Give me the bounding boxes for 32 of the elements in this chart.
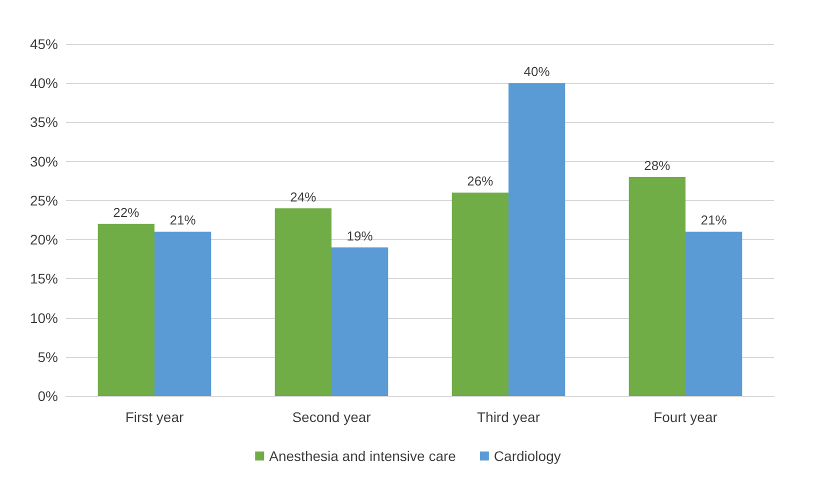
- data-label: 26%: [467, 174, 494, 189]
- data-label: 28%: [644, 158, 671, 173]
- y-tick-label: 20%: [30, 232, 58, 248]
- y-tick-label: 25%: [30, 192, 58, 208]
- data-label: 40%: [524, 64, 550, 80]
- data-label: 24%: [290, 189, 317, 204]
- data-label: 21%: [170, 212, 196, 228]
- x-tick-label: Fourt year: [654, 409, 718, 425]
- bar: [508, 83, 566, 396]
- legend-label: Cardiology: [494, 448, 561, 464]
- y-tick-label: 35%: [30, 114, 58, 130]
- x-tick-label: Second year: [292, 409, 372, 425]
- y-tick-label: 40%: [30, 75, 58, 92]
- bar: [274, 208, 332, 396]
- bar: [98, 224, 154, 396]
- bar: [686, 232, 742, 396]
- bar: [452, 192, 508, 396]
- y-tick-label: 45%: [30, 36, 58, 52]
- y-tick-label: 10%: [30, 310, 58, 326]
- data-label: 22%: [113, 204, 140, 220]
- y-tick-label: 15%: [30, 270, 58, 287]
- bar: [154, 232, 212, 396]
- bar: [332, 247, 388, 396]
- y-tick-label: 30%: [30, 153, 58, 170]
- bar: [628, 176, 686, 396]
- y-tick-label: 0%: [38, 388, 58, 404]
- x-tick-label: Third year: [476, 409, 540, 425]
- legend-label: Anesthesia and intensive care: [269, 448, 456, 464]
- y-tick-label: 5%: [38, 348, 58, 365]
- data-label: 19%: [346, 228, 374, 244]
- data-label: 21%: [700, 212, 728, 228]
- x-tick-label: First year: [125, 409, 184, 425]
